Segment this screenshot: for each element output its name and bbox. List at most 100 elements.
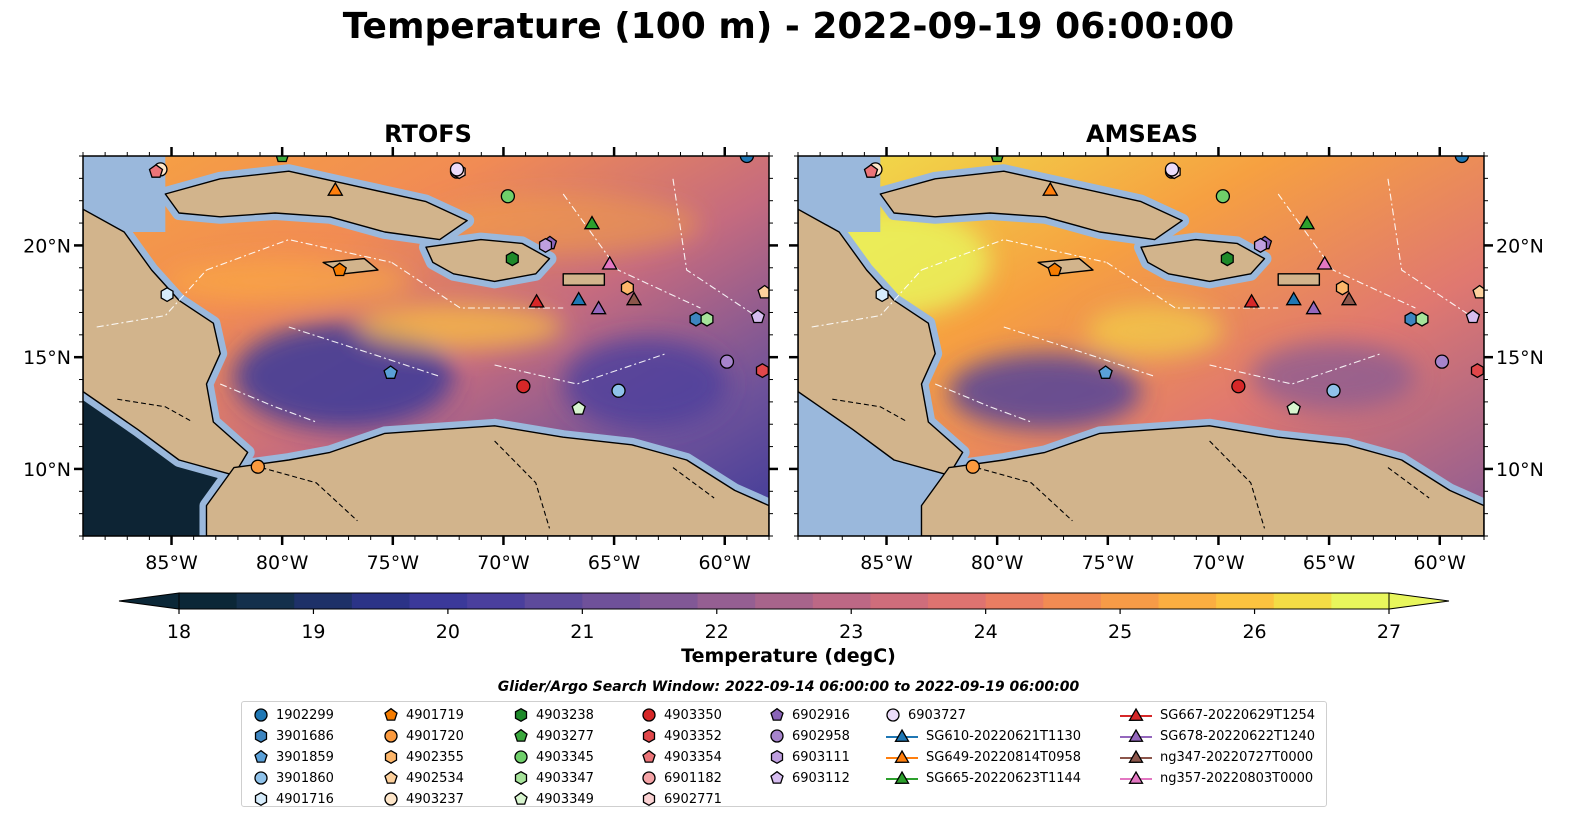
legend-item: 1902299 [254,705,334,725]
legend-marker [514,750,528,764]
platform-marker [1215,189,1231,204]
legend-marker [514,770,528,786]
legend-label: 4903350 [664,707,722,723]
triangle-marker-icon [886,749,918,763]
panel-title-amseas: AMSEAS [1086,120,1198,148]
lon-tick-label: 85°W [145,552,198,574]
platform-marker [1231,379,1246,394]
legend: 1902299 3901686 3901859 3901860 4901716 49017… [241,701,1327,807]
legend-label: ng357-20220803T0000 [1160,770,1314,786]
legend-item: 3901686 [254,726,334,746]
legend-item: 6902916 [770,705,850,725]
legend-marker [514,728,528,742]
lon-tick-label: 80°W [971,552,1024,574]
hexagon-marker-icon [770,749,784,765]
legend-marker [254,708,268,722]
legend-label: 6902916 [792,707,850,723]
platform-marker [1404,311,1418,327]
land-south [920,425,1484,536]
hexagon-marker-icon [642,791,656,807]
legend-label: 6902771 [664,791,722,807]
platform-marker [1465,309,1481,324]
circle-marker-icon [254,708,268,722]
colorbar-tick-label: 22 [705,621,729,643]
platform-marker [148,163,164,178]
colorbar-label: Temperature (degC) [681,645,896,667]
triangle-marker-icon [886,728,918,742]
land-hispaniola [1140,238,1266,283]
legend-label: ng347-20220727T0000 [1160,749,1314,765]
platform-marker [1220,251,1234,267]
lon-tick-label: 65°W [1303,552,1356,574]
pentagon-marker-icon [770,707,784,721]
hexagon-marker-icon [514,707,528,723]
platform-marker [1298,215,1316,230]
platform-marker [538,237,553,253]
platform-marker [1042,181,1059,196]
platform-marker [601,255,618,270]
platform-marker [1434,354,1450,369]
platform-marker [965,459,980,474]
pentagon-marker-icon [384,707,398,721]
eez-boundaries [96,178,756,423]
legend-label: 4901720 [406,728,464,744]
legend-label: 3901860 [276,770,334,786]
lon-tick-label: 80°W [256,552,309,574]
legend-marker [1128,707,1144,721]
colorbar-tick-label: 26 [1242,621,1266,643]
platform-marker [590,300,607,315]
eez-boundaries [811,178,1471,423]
legend-marker [254,749,268,763]
legend-item: 6902771 [642,789,722,809]
legend-item: 4903277 [514,726,594,746]
legend-label: 4903347 [536,770,594,786]
legend-label: 4903354 [664,749,722,765]
land-cuba [879,170,1183,241]
legend-marker [770,707,784,721]
legend-marker [1128,770,1144,784]
colorbar-tick-label: 20 [436,621,460,643]
pentagon-marker-icon [770,770,784,784]
triangle-marker-icon [1120,707,1152,721]
circle-marker-icon [254,771,268,785]
land-central [798,208,964,476]
lon-tick-label: 85°W [860,552,913,574]
platform-marker [505,251,519,267]
legend-item: 4903352 [642,726,722,746]
legend-marker [642,749,656,763]
legend-marker [894,728,910,742]
legend-marker [886,708,900,722]
hexagon-marker-icon [254,728,268,744]
platform-marker [611,383,626,398]
legend-marker [514,707,528,723]
legend-item: SG649-20220814T0958 [886,747,1081,767]
legend-item: 4903237 [384,789,464,809]
platform-marker [160,287,174,303]
circle-marker-icon [642,708,656,722]
legend-item: 6903111 [770,747,850,767]
pentagon-marker-icon [514,728,528,742]
legend-marker [384,770,398,784]
legend-item: 4902534 [384,768,464,788]
legend-marker [642,708,656,722]
legend-marker [254,771,268,785]
deep-pacific [83,391,234,536]
platform-marker [1047,262,1062,277]
legend-marker [770,749,784,765]
legend-marker [642,728,656,744]
circle-marker-icon [514,750,528,764]
panel-title-rtofs: RTOFS [384,120,472,148]
legend-label: 4903238 [536,707,594,723]
legend-marker [642,771,656,785]
legend-label: 1902299 [276,707,334,723]
lat-tick-label: 15°N [23,347,71,369]
legend-label: 6903111 [792,749,850,765]
platform-marker [449,162,465,177]
pentagon-marker-icon [384,770,398,784]
platform-marker [1164,162,1180,177]
lat-tick-label: 10°N [23,459,71,481]
platform-marker [620,280,634,296]
legend-label: 3901686 [276,728,334,744]
platform-marker [500,189,516,204]
platform-marker [1470,363,1484,379]
